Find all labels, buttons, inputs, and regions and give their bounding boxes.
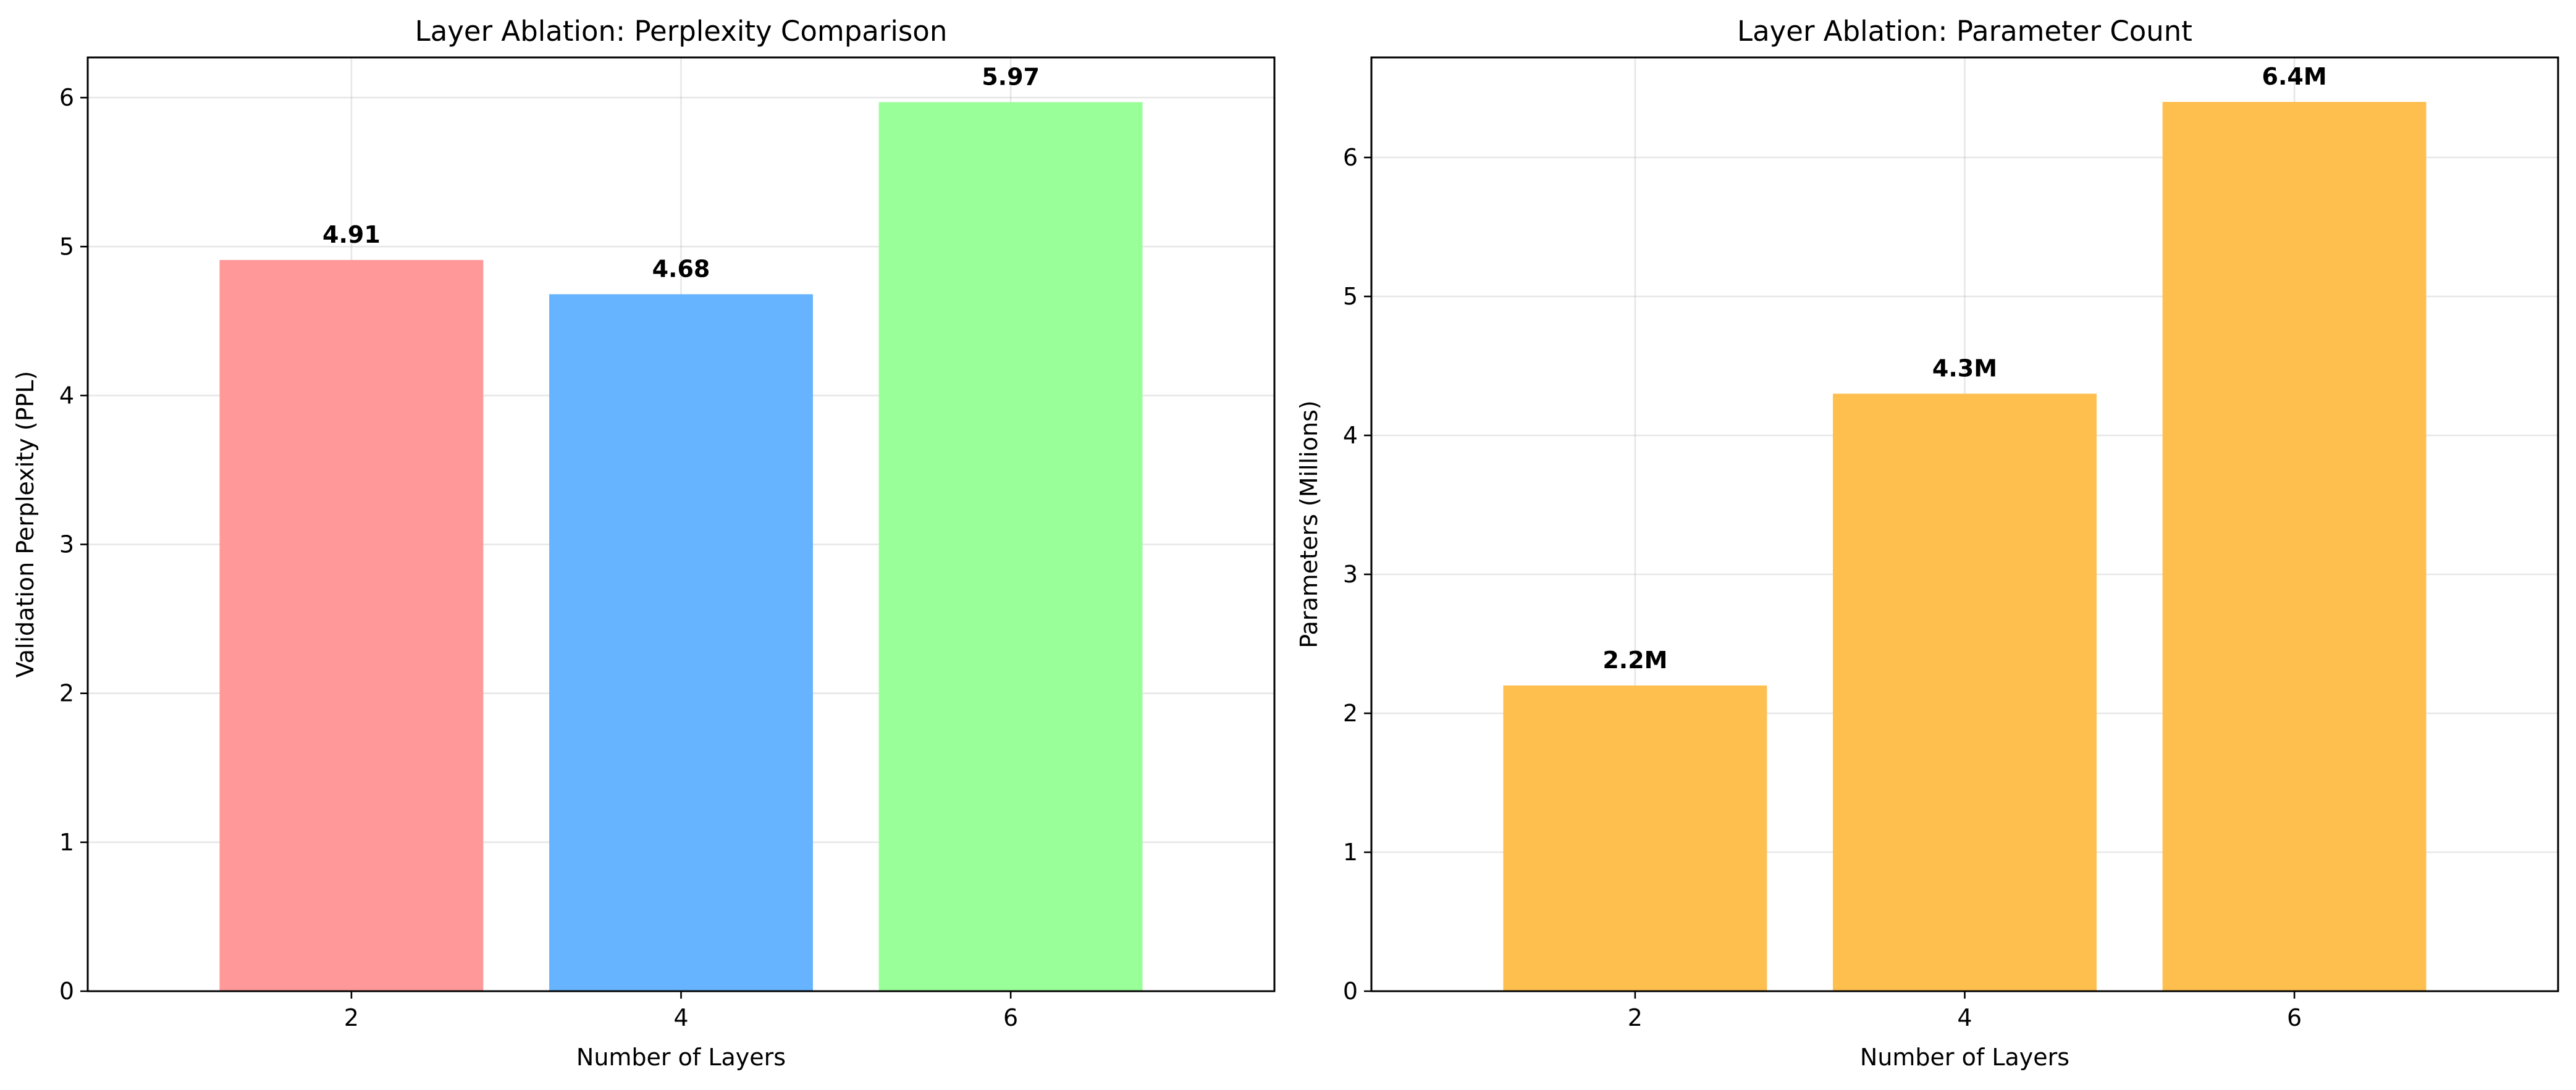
- bars: [219, 102, 1143, 992]
- x-tick-label: 4: [673, 1004, 688, 1031]
- y-axis-label: Validation Perplexity (PPL): [12, 371, 39, 678]
- chart-title: Layer Ablation: Perplexity Comparison: [415, 15, 948, 48]
- bar-value-label: 2.2M: [1602, 647, 1667, 674]
- y-tick-label: 6: [59, 84, 74, 111]
- chart-parameter-count: 0 1 2 3 4 5 6 2 4 6 2.2M 4.3M 6.4M Layer Ablation: Pa…: [1295, 15, 2559, 1071]
- y-tick-label: 2: [1343, 700, 1358, 727]
- bar-2: [219, 259, 484, 992]
- y-tick-label: 5: [1343, 283, 1358, 310]
- y-tick-label: 4: [59, 382, 74, 409]
- bar-labels: 4.91 4.68 5.97: [322, 63, 1040, 282]
- bar-4: [549, 294, 813, 992]
- x-axis-label: Number of Layers: [1860, 1044, 2069, 1071]
- y-tick-label: 0: [1343, 978, 1358, 1005]
- bar-6: [2162, 102, 2427, 991]
- y-tick-label: 5: [59, 233, 74, 260]
- chart-title: Layer Ablation: Parameter Count: [1737, 15, 2192, 48]
- bars: [1503, 102, 2427, 991]
- x-tick-label: 6: [2287, 1004, 2302, 1031]
- ticks: 0 1 2 3 4 5 6 2 4 6: [59, 84, 1018, 1031]
- x-tick-label: 4: [1957, 1004, 1972, 1031]
- x-tick-label: 2: [344, 1004, 359, 1031]
- y-tick-label: 3: [59, 531, 74, 558]
- x-tick-label: 6: [1003, 1004, 1018, 1031]
- bar-6: [878, 102, 1143, 992]
- bar-value-label: 4.68: [652, 255, 710, 282]
- axes-frame: [1370, 56, 2559, 992]
- bar-4: [1833, 393, 2097, 991]
- axes-frame: [86, 56, 1276, 992]
- bar-labels: 2.2M 4.3M 6.4M: [1602, 63, 2326, 674]
- bar-2: [1503, 685, 1767, 991]
- bar-value-label: 4.3M: [1932, 355, 1997, 382]
- bar-value-label: 6.4M: [2262, 63, 2327, 90]
- y-tick-label: 1: [1343, 839, 1358, 866]
- bar-value-label: 5.97: [982, 63, 1040, 90]
- y-axis-label: Parameters (Millions): [1295, 400, 1323, 648]
- chart-perplexity: 0 1 2 3 4 5 6 2 4 6 4.91 4.68 5.97 Layer Ablation: Pe…: [12, 15, 1276, 1071]
- y-tick-label: 1: [59, 829, 74, 856]
- x-tick-label: 2: [1628, 1004, 1643, 1031]
- y-tick-label: 3: [1343, 561, 1358, 588]
- bar-value-label: 4.91: [322, 221, 381, 248]
- y-tick-label: 6: [1343, 144, 1358, 171]
- y-tick-label: 0: [59, 978, 74, 1005]
- y-tick-label: 2: [59, 680, 74, 707]
- ticks: 0 1 2 3 4 5 6 2 4 6: [1343, 144, 2302, 1031]
- y-tick-label: 4: [1343, 422, 1358, 449]
- x-axis-label: Number of Layers: [576, 1044, 786, 1071]
